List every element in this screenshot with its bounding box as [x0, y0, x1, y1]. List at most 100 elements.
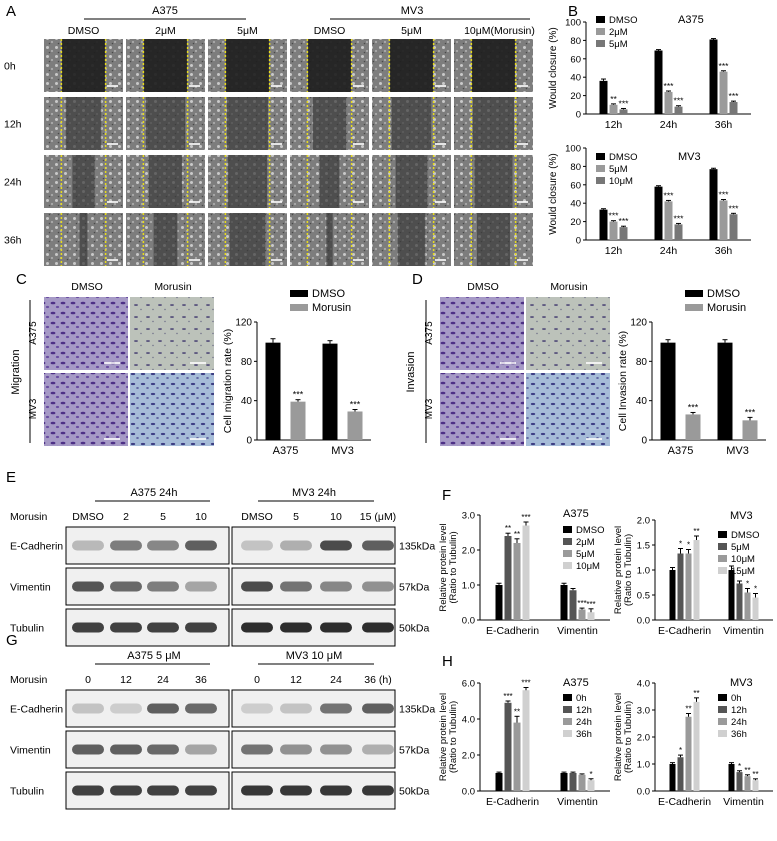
- y-tick-label-4: 80: [570, 162, 581, 173]
- scratch-gap-r3-c2: [229, 213, 266, 266]
- bar-Vimentin-0: [560, 585, 568, 620]
- legend-label-0: DMSO: [312, 288, 345, 300]
- legend-swatch-3: [563, 562, 572, 569]
- significance-0-2: **: [685, 705, 691, 714]
- significance-1-3: *: [589, 770, 592, 779]
- bar-E-Cadherin-0: [495, 773, 503, 791]
- bar-MV3-0: [717, 342, 733, 440]
- bar-MV3-1: [347, 411, 363, 440]
- column-label-1: 2μM: [155, 25, 176, 37]
- band-0-5: [280, 703, 312, 714]
- micro-row-label-1: MV3: [424, 398, 435, 419]
- migration-micrographs: C DMSO Morusin A375 MV3 Migration: [10, 271, 214, 446]
- blot-group-label-0: A375 24h: [130, 487, 177, 499]
- band-1-7: [362, 581, 394, 592]
- bar-Vimentin-3: [752, 597, 759, 620]
- y-tick-label-4: 4.0: [637, 679, 650, 690]
- band-1-1: [110, 744, 142, 755]
- significance-1-1: ***: [745, 407, 756, 417]
- bar-E-Cadherin-3: [693, 701, 700, 791]
- y-tick-label-0: 0: [576, 110, 581, 121]
- lane-label-2: 24: [157, 674, 169, 686]
- panel-letter-c: C: [16, 271, 27, 288]
- legend-label-3: 36h: [576, 729, 592, 740]
- band-2-0: [72, 785, 104, 796]
- legend-swatch-1: [596, 28, 605, 35]
- legend-swatch-1: [596, 165, 605, 172]
- y-tick-label-5: 100: [565, 18, 581, 29]
- significance-1-1: ***: [350, 400, 361, 410]
- bar-E-Cadherin-2: [685, 716, 692, 791]
- band-2-6: [320, 622, 352, 633]
- significance-0-1: ***: [609, 211, 620, 221]
- legend-label-1: Morusin: [707, 302, 746, 314]
- wound-healing-panel: A A375 MV3 DMSO 2μM 5μM DMSO 5μM 10μM(Morusin) 0h…: [4, 3, 535, 266]
- bar-E-Cadherin-3: [522, 525, 530, 620]
- group-label-a375: A375: [152, 5, 178, 17]
- y-tick-label-3: 120: [235, 318, 252, 329]
- micrograph-MV3-1: [130, 373, 214, 446]
- y-tick-label-3: 60: [570, 180, 581, 191]
- lane-label-1: 2: [123, 511, 129, 523]
- panel-letter-f: F: [442, 487, 451, 504]
- significance-0-1: *: [679, 746, 682, 755]
- protein-label-0: E-Cadherin: [10, 704, 63, 716]
- row-label-36h: 36h: [4, 235, 22, 247]
- band-1-4: [241, 744, 273, 755]
- size-label-0: 135kDa: [399, 704, 435, 716]
- scratch-gap-r3-c5: [476, 213, 511, 266]
- micro-row-label-0: A375: [28, 321, 39, 345]
- significance-0-3: ***: [521, 513, 530, 522]
- lane-label-7: 36 (h): [364, 674, 391, 686]
- y-tick-label-0: 0: [576, 236, 581, 247]
- bar-MV3-1: [742, 420, 758, 440]
- bar-A375-1: [685, 414, 701, 440]
- band-1-2: [147, 581, 179, 592]
- legend-swatch-3: [563, 730, 572, 737]
- lane-label-5: 5: [293, 511, 299, 523]
- band-1-0: [72, 581, 104, 592]
- legend-swatch-2: [563, 718, 572, 725]
- scratch-gap-r0-c5: [471, 39, 516, 92]
- bar-E-Cadherin-0: [495, 585, 503, 620]
- micro-col-label-0: DMSO: [467, 281, 499, 293]
- significance-0-2: ***: [619, 216, 630, 226]
- scratch-gap-r3-c1: [153, 213, 178, 266]
- y-axis-label-1: (Ratio to Tubulin): [448, 531, 459, 603]
- bar-12h-1: [609, 221, 618, 240]
- scratch-gap-r0-c2: [225, 39, 270, 92]
- bar-Vimentin-0: [728, 570, 735, 620]
- legend-label-2: 5μM: [609, 39, 628, 50]
- legend-swatch-2: [718, 718, 727, 725]
- y-tick-label-4: 80: [570, 36, 581, 47]
- y-axis-label-0: Cell Invasion rate (%): [617, 331, 629, 431]
- y-tick-label-3: 3.0: [462, 511, 475, 522]
- x-tick-label-1: Vimentin: [723, 796, 764, 808]
- y-axis-label-0: Would closure (%): [548, 153, 559, 235]
- panel-letter-a: A: [6, 3, 16, 20]
- lane-label-0: 0: [85, 674, 91, 686]
- scratch-gap-r1-c0: [65, 97, 102, 150]
- legend-swatch-1: [563, 706, 572, 713]
- y-tick-label-0: 0: [641, 436, 647, 447]
- significance-0-3: **: [693, 527, 699, 536]
- x-tick-label-2: 36h: [715, 245, 733, 257]
- micrograph-MV3-0: [44, 373, 128, 446]
- chart-f-mv3: 0.0 0.5 1.0 1.5 2.0 Relative protein level (Ra…: [613, 510, 773, 637]
- bar-Vimentin-0: [560, 773, 568, 791]
- significance-1-2: **: [744, 766, 750, 775]
- significance-1-2: ***: [674, 96, 685, 106]
- scratch-gap-r3-c0: [79, 213, 88, 266]
- column-label-4: 5μM: [401, 25, 422, 37]
- y-tick-label-3: 1.5: [637, 541, 650, 552]
- bar-Vimentin-3: [587, 612, 595, 620]
- scratch-gap-r1-c4: [391, 97, 432, 150]
- protein-label-1: Vimentin: [10, 745, 51, 757]
- row-label-24h: 24h: [4, 177, 22, 189]
- band-0-2: [147, 540, 179, 551]
- chart-h-mv3: 0.0 1.0 2.0 3.0 4.0 Relative protein level (Ra…: [613, 677, 773, 808]
- x-tick-label-1: MV3: [331, 445, 354, 457]
- micrograph-A375-0: [440, 297, 524, 370]
- lane-label-4: 0: [254, 674, 260, 686]
